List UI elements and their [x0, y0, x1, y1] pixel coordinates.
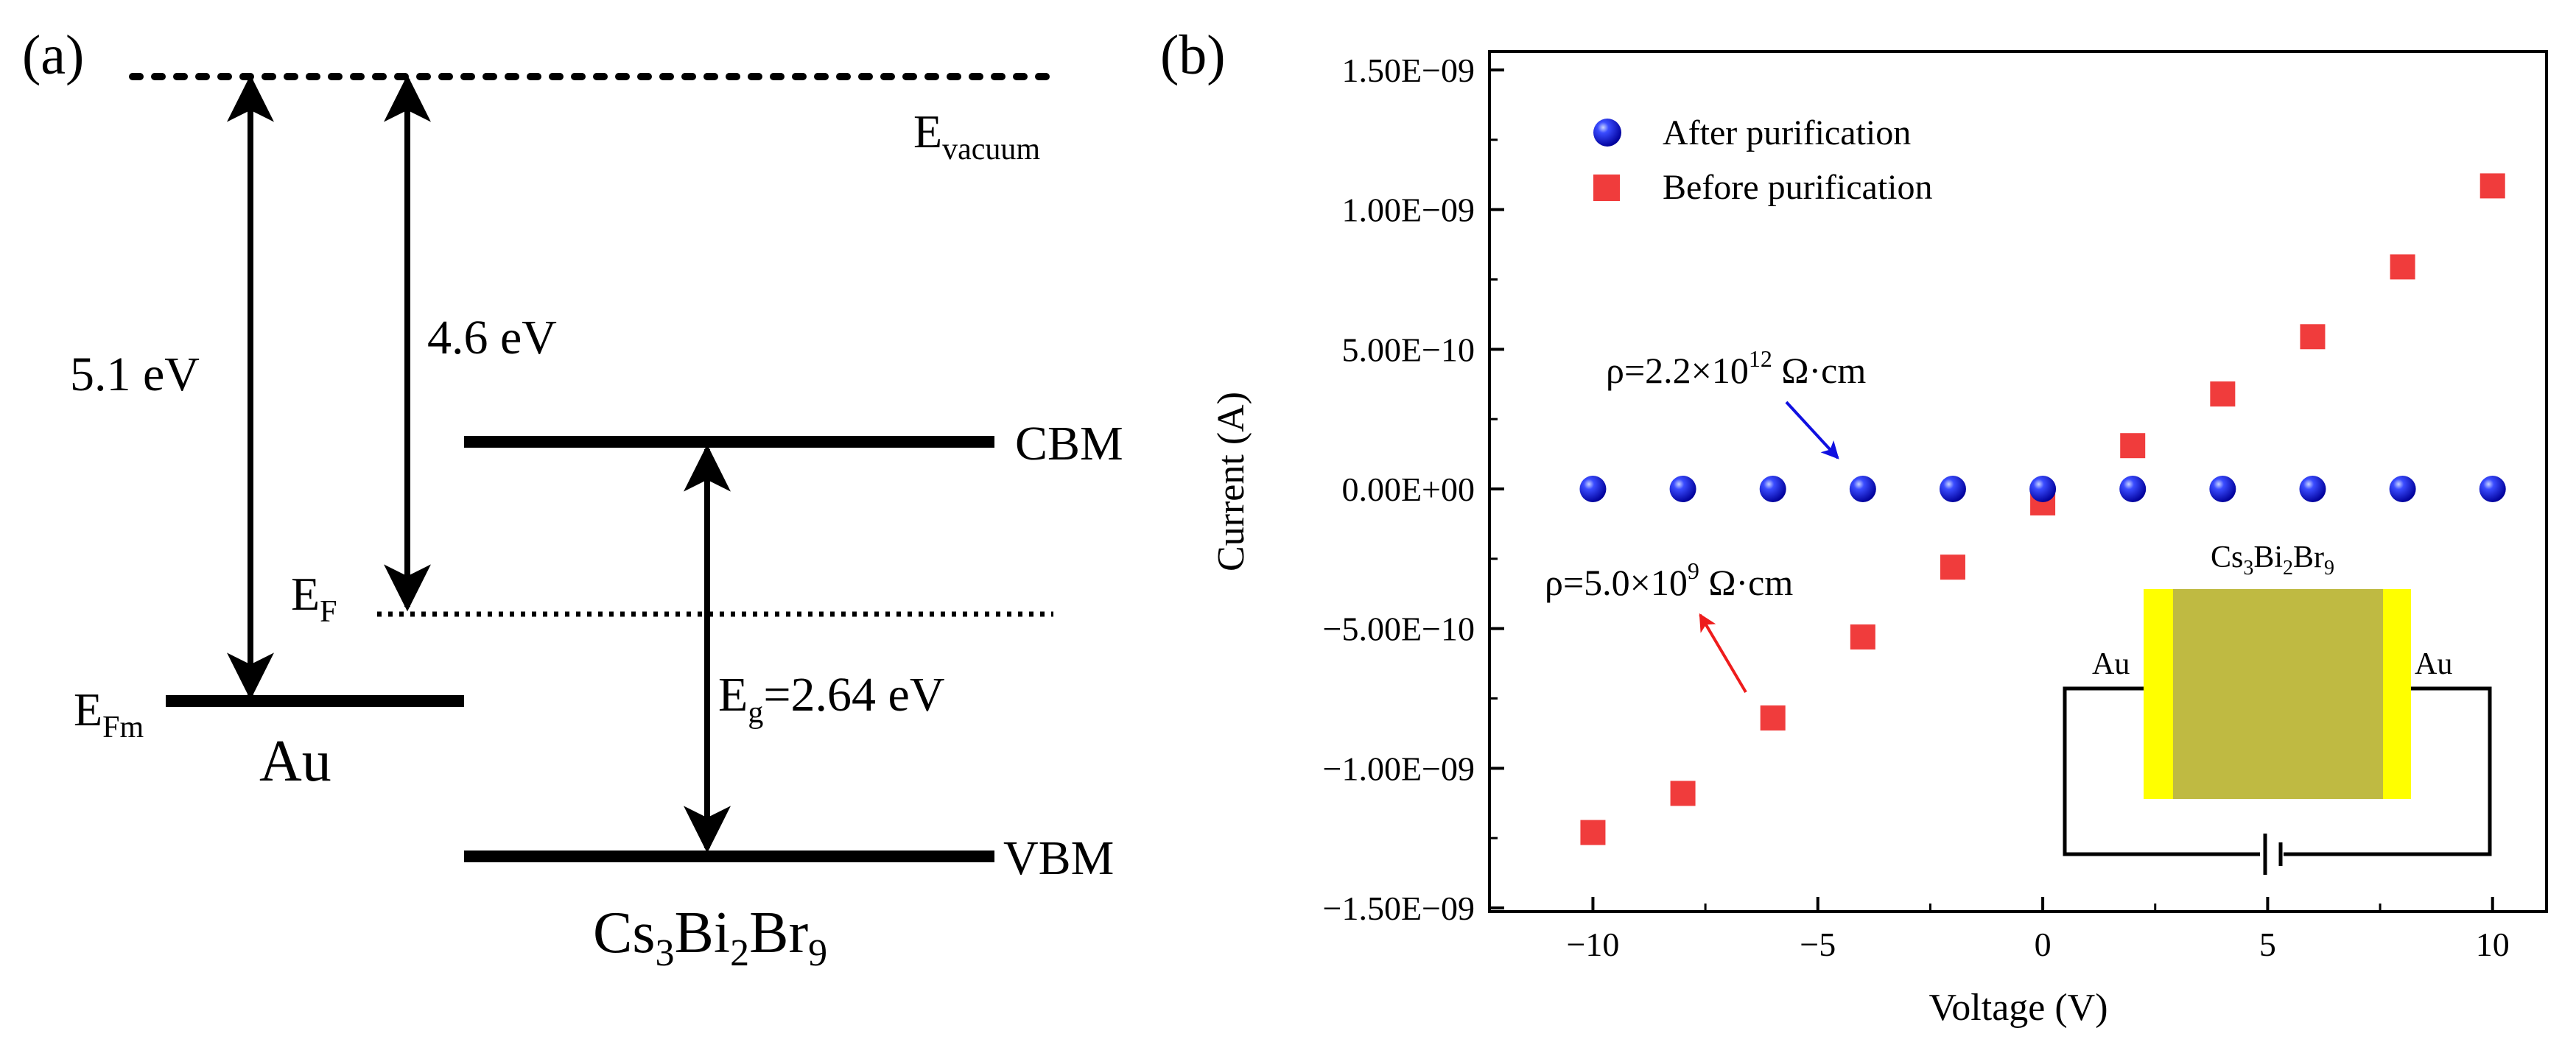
y-tick-label: 0.00E+00 — [1341, 471, 1475, 508]
inset-title: Cs3Bi2Br9 — [2211, 540, 2334, 580]
au-fermi-level-label: EFm — [74, 683, 144, 744]
y-tick-label: 5.00E−10 — [1341, 331, 1475, 368]
y-tick-label: 1.00E−09 — [1341, 191, 1475, 229]
cbm-label: CBM — [1015, 417, 1123, 471]
legend-marker-after — [1593, 119, 1621, 147]
data-point-before — [2480, 173, 2505, 199]
data-point-after — [2389, 476, 2416, 502]
arrow-4-6-ev-label: 4.6 eV — [427, 311, 557, 364]
x-tick-label: 5 — [2259, 926, 2276, 963]
x-axis: −10 −5 0 5 10 — [1566, 897, 2510, 963]
data-point-after — [1669, 476, 1696, 502]
annotation-before-text: ρ=5.0×109 Ω·cm — [1545, 557, 1793, 603]
inset-circuit-wire-right — [2284, 686, 2492, 856]
y-tick-label: −1.50E−09 — [1323, 890, 1475, 927]
legend-label-after: After purification — [1663, 113, 1911, 152]
fermi-level-label: EF — [291, 568, 337, 629]
annotation-before-resistivity: ρ=5.0×109 Ω·cm — [1545, 557, 1793, 694]
inset-circuit-wire-left — [2063, 686, 2260, 856]
legend: After purification Before purification — [1593, 113, 1933, 207]
data-point-after — [2479, 476, 2506, 502]
inset-right-electrode-label: Au — [2415, 647, 2452, 681]
data-point-after — [1759, 476, 1786, 502]
arrow-5-1-ev-label: 5.1 eV — [70, 348, 200, 401]
data-point-after — [2209, 476, 2236, 502]
plot-frame — [1488, 50, 2548, 913]
annotation-before-arrow — [1699, 613, 1747, 694]
panel-b-label: (b) — [1160, 24, 1226, 86]
data-point-after — [1939, 476, 1966, 502]
data-point-before — [1580, 820, 1606, 845]
inset-right-electrode — [2383, 589, 2411, 799]
band-gap-label: Eg=2.64 eV — [718, 668, 945, 730]
data-point-after — [2119, 476, 2147, 502]
annotation-after-resistivity: ρ=2.2×1012 Ω·cm — [1606, 345, 1866, 459]
data-point-after — [1849, 476, 1876, 502]
material-label: Cs3Bi2Br9 — [593, 901, 827, 974]
inset-left-electrode-label: Au — [2092, 647, 2130, 681]
inset-left-electrode — [2144, 589, 2173, 799]
inset-crystal — [2173, 589, 2383, 799]
data-point-before — [1940, 554, 1965, 580]
y-tick-label: 1.50E−09 — [1341, 52, 1475, 89]
panel-a-label: (a) — [22, 24, 84, 86]
data-point-after — [2299, 476, 2326, 502]
legend-label-before: Before purification — [1663, 168, 1933, 207]
data-point-after — [1579, 476, 1607, 502]
data-point-after — [2029, 476, 2057, 502]
data-point-before — [1760, 705, 1786, 731]
vbm-label: VBM — [1003, 831, 1114, 885]
y-tick-label: −5.00E−10 — [1323, 610, 1475, 648]
y-axis: 1.50E−09 1.00E−09 5.00E−10 0.00E+00 −5.00E−1… — [1323, 52, 1504, 927]
x-axis-title: Voltage (V) — [1929, 987, 2108, 1029]
inset-device-schematic: Cs3Bi2Br9 Au Au — [2063, 540, 2492, 875]
y-axis-title: Current (A) — [1210, 392, 1252, 571]
vacuum-level-label: Evacuum — [913, 105, 1040, 166]
data-point-before — [2300, 324, 2326, 350]
series-after-purification — [1579, 476, 2506, 502]
data-point-before — [2390, 254, 2415, 280]
x-tick-label: −5 — [1800, 926, 1836, 963]
data-point-before — [2210, 381, 2236, 407]
annotation-after-arrow — [1785, 401, 1839, 459]
data-point-before — [1670, 781, 1696, 806]
x-tick-label: 10 — [2476, 926, 2510, 963]
panel-a-band-diagram: (a) Evacuum 5.1 eV 4.6 eV CBM EF EFm Au … — [22, 24, 1123, 974]
legend-marker-before — [1593, 175, 1620, 201]
x-tick-label: 0 — [2035, 926, 2052, 963]
panel-b-iv-chart: (b) 1.50E−09 1.00E−09 5.00E−10 0.00E+00 −5.0… — [1160, 24, 2548, 1029]
y-tick-label: −1.00E−09 — [1323, 750, 1475, 787]
data-point-before — [2120, 433, 2146, 459]
annotation-after-text: ρ=2.2×1012 Ω·cm — [1606, 345, 1866, 391]
data-point-before — [1850, 624, 1875, 650]
x-tick-label: −10 — [1566, 926, 1619, 963]
au-label: Au — [259, 729, 331, 794]
